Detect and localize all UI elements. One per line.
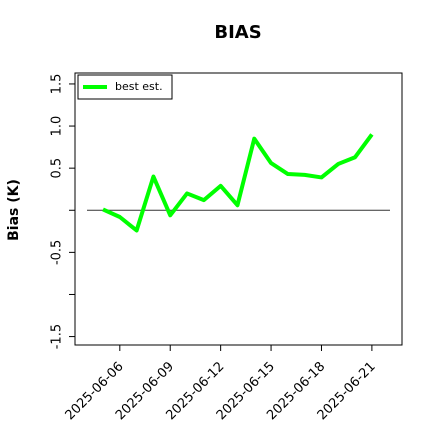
plot-frame: [74, 72, 403, 346]
y-tick-label: 0.5: [50, 158, 65, 179]
y-tick-label: 1.5: [50, 74, 65, 95]
y-tick-label: -1.5: [50, 324, 65, 349]
legend-label: best est.: [115, 80, 163, 93]
data-line: [102, 133, 374, 233]
y-tick-label: -0.5: [50, 240, 65, 265]
legend: best est.: [77, 74, 173, 100]
chart-title: BIAS: [214, 22, 261, 43]
y-tick-label: 1.0: [50, 116, 65, 137]
y-axis-label: Bias (K): [6, 179, 22, 241]
